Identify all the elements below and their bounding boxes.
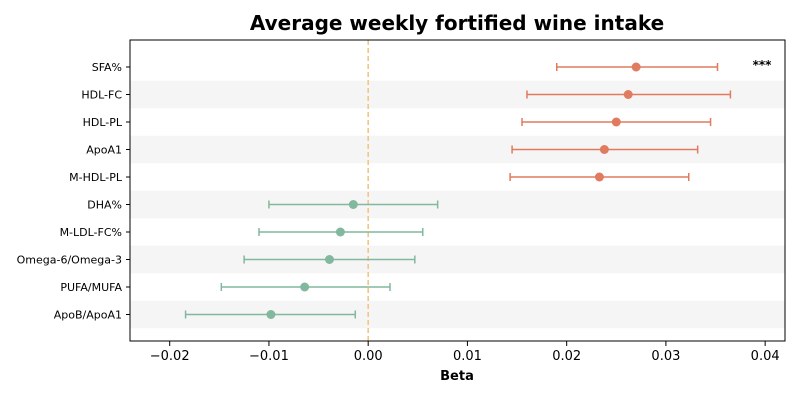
estimate-marks: *** xyxy=(184,58,773,319)
point-estimate xyxy=(623,90,633,99)
significance-annotation: *** xyxy=(753,58,773,72)
point-estimate xyxy=(348,200,358,209)
row-band xyxy=(130,245,785,274)
point-estimate xyxy=(266,310,276,319)
point-estimate xyxy=(599,145,609,154)
y-tick-label: DHA% xyxy=(87,199,122,212)
chart-title: Average weekly fortified wine intake xyxy=(250,11,664,35)
y-axis: SFA% HDL-FC HDL-PL ApoA1 M-HDL-PL DHA% M-LDL-F… xyxy=(17,61,130,322)
y-tick-label: HDL-FC xyxy=(81,89,122,102)
x-tick-label: −0.02 xyxy=(150,349,190,364)
plot-frame xyxy=(129,39,786,342)
point-estimate xyxy=(594,172,604,182)
y-tick-label: SFA% xyxy=(92,61,122,74)
x-tick-label: 0.02 xyxy=(552,349,581,364)
point-estimate xyxy=(335,227,345,237)
y-tick-label: ApoA1 xyxy=(86,144,122,157)
x-tick-label: 0.04 xyxy=(751,349,780,364)
x-tick-label: 0.01 xyxy=(453,349,482,364)
point-estimate xyxy=(324,255,334,264)
x-axis-label: Beta xyxy=(440,369,474,384)
y-tick-label: Omega-6/Omega-3 xyxy=(17,254,122,267)
row-bands xyxy=(130,80,785,329)
x-tick-label: 0.00 xyxy=(354,349,383,364)
x-tick-label: −0.01 xyxy=(249,349,289,364)
point-estimate xyxy=(300,282,310,292)
y-tick-label: PUFA/MUFA xyxy=(60,281,122,294)
x-tick-label: 0.03 xyxy=(651,349,680,364)
point-estimate xyxy=(611,117,621,127)
y-tick-label: ApoB/ApoA1 xyxy=(54,309,122,322)
row-band xyxy=(130,190,785,219)
x-axis: −0.02 −0.01 0.00 0.01 0.02 0.03 0.04 xyxy=(150,341,780,364)
y-tick-label: HDL-PL xyxy=(83,116,123,129)
y-tick-label: M-HDL-PL xyxy=(69,171,123,184)
point-estimate xyxy=(631,62,641,72)
y-tick-label: M-LDL-FC% xyxy=(60,226,122,239)
